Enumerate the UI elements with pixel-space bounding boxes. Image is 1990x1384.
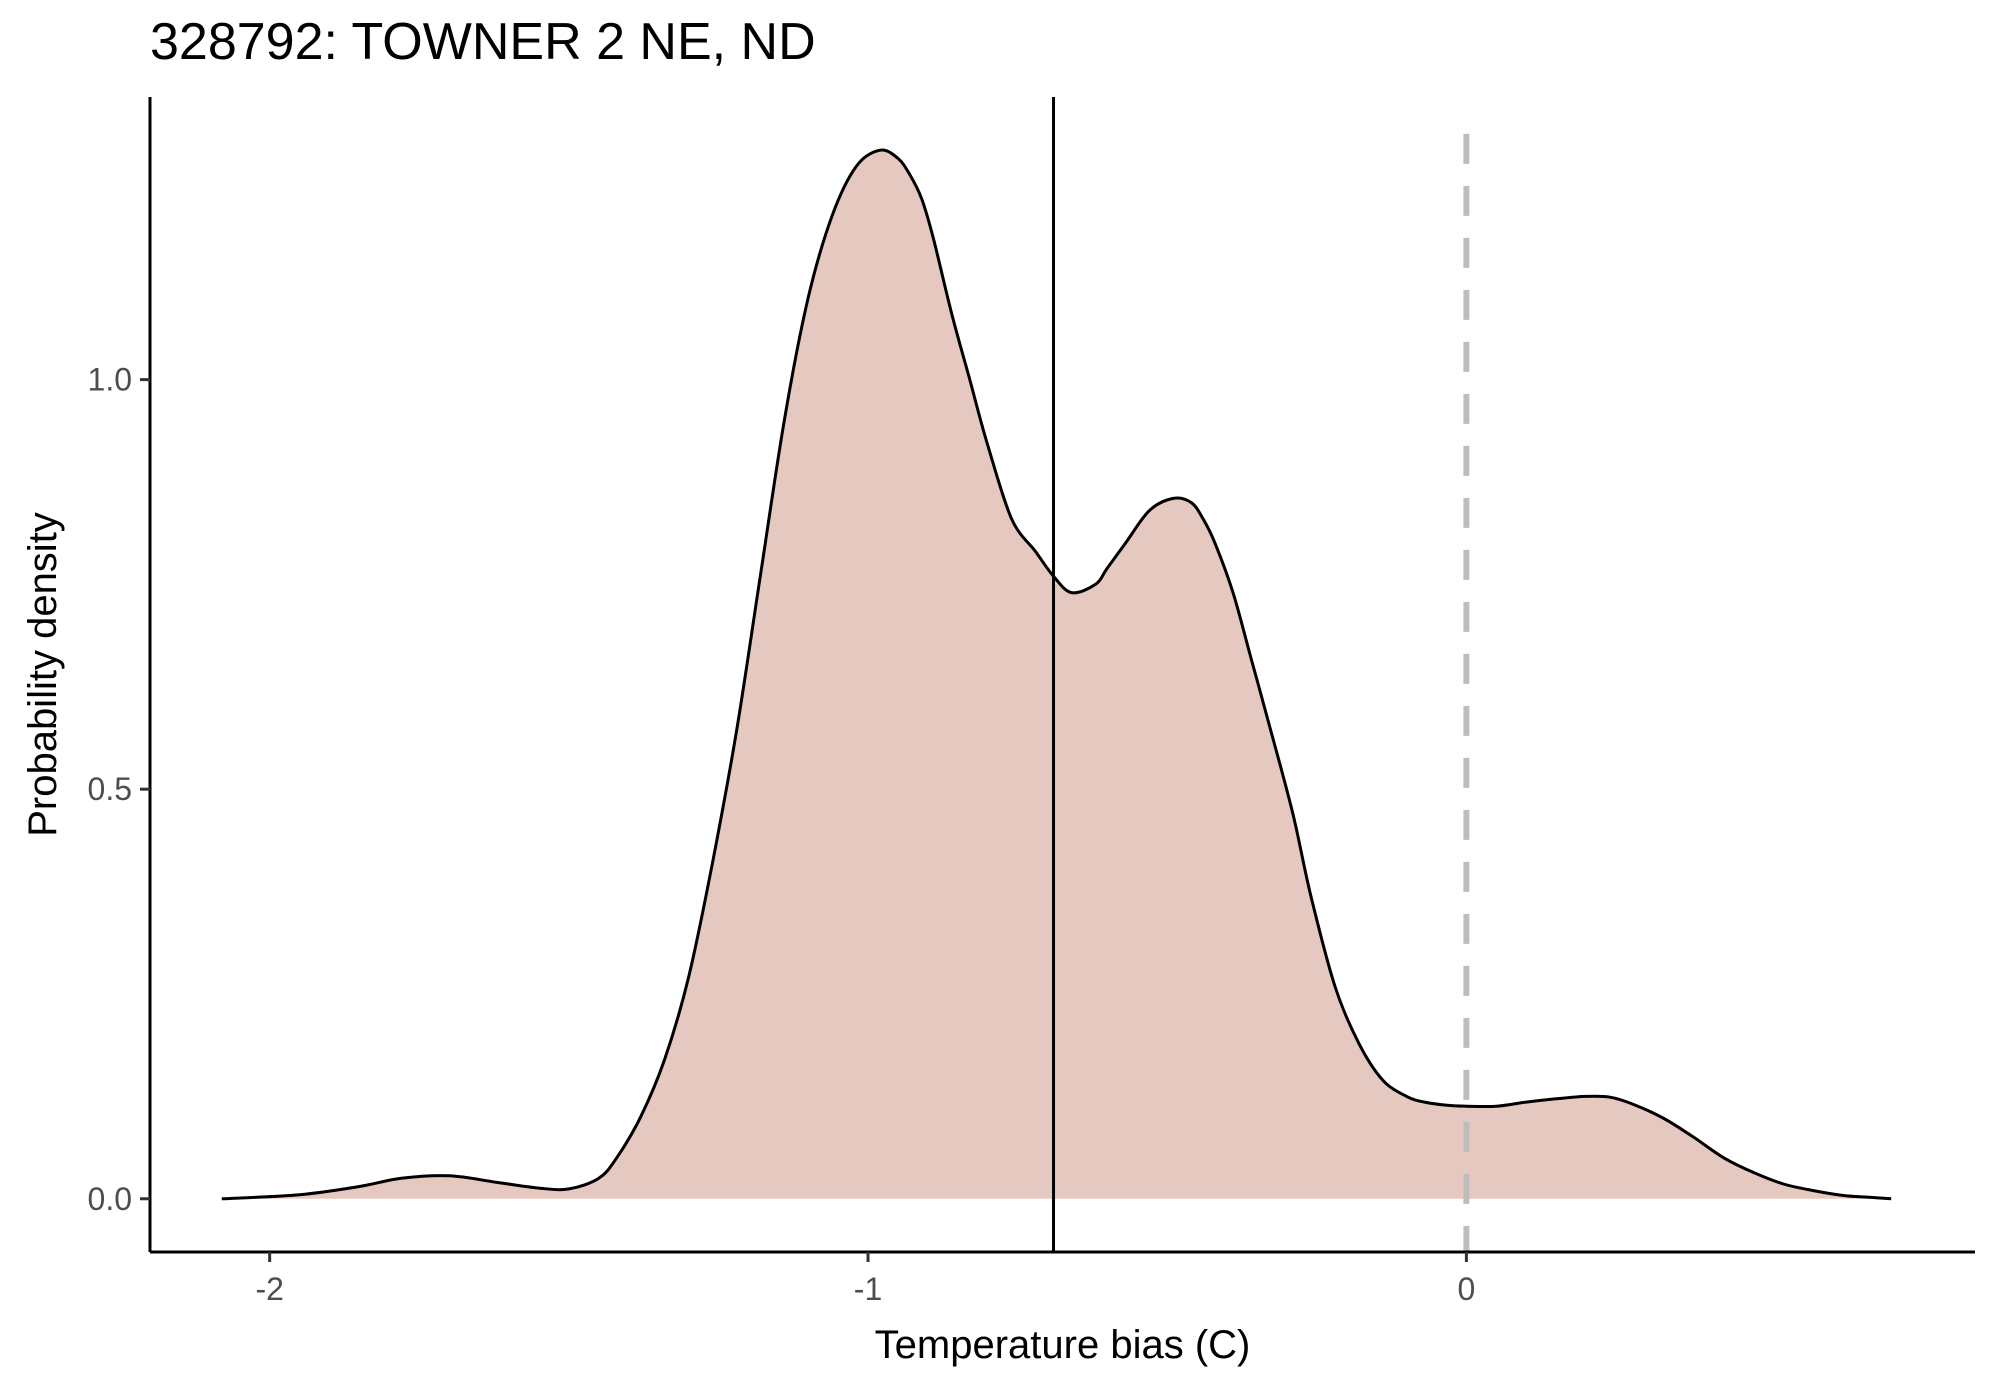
- x-tick-label: -2: [255, 1271, 283, 1307]
- x-tick-label: -1: [854, 1271, 882, 1307]
- x-axis-title: Temperature bias (C): [875, 1323, 1251, 1367]
- x-tick-label: 0: [1457, 1271, 1475, 1307]
- chart-title: 328792: TOWNER 2 NE, ND: [150, 13, 816, 71]
- y-tick-label: 0.5: [88, 771, 132, 807]
- density-area-fill: [221, 150, 1892, 1199]
- density-curve-line: [221, 148, 1892, 1201]
- y-tick-label: 1.0: [88, 362, 132, 398]
- y-tick-label: 0.0: [88, 1181, 132, 1217]
- y-axis-ticks: 0.0 0.5 1.0: [88, 362, 150, 1217]
- x-axis-ticks: -2 -1 0: [255, 1252, 1475, 1307]
- y-axis-title: Probability density: [21, 512, 65, 837]
